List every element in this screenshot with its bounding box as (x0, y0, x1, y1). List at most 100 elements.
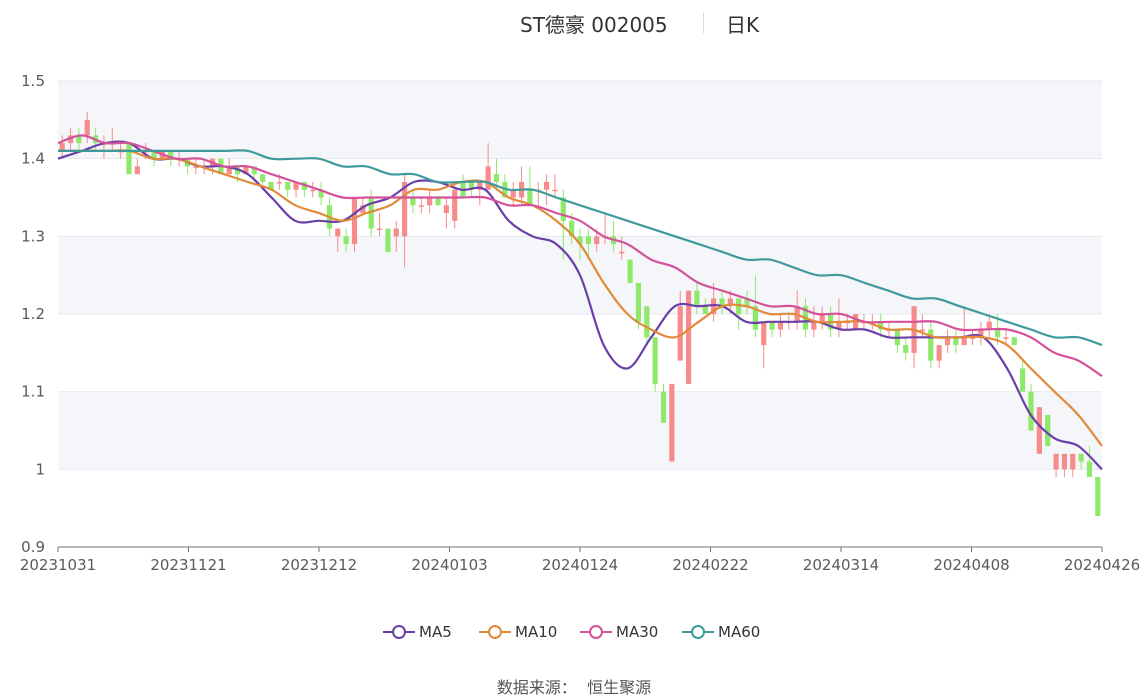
candle-body (318, 189, 324, 198)
legend: MA5 MA10 MA30 MA60 (0, 620, 1148, 644)
candle-body (961, 337, 967, 346)
candle-body (1011, 337, 1017, 346)
candle-body (744, 298, 750, 307)
x-tick-label: 20240103 (411, 556, 487, 574)
x-tick-label: 20231121 (150, 556, 226, 574)
candle-body (644, 306, 650, 338)
candle-body (1036, 407, 1042, 454)
title-divider (703, 13, 704, 33)
candle-body (385, 228, 391, 252)
stock-name: ST德豪 002005 (520, 13, 668, 37)
x-tick-label: 20240314 (803, 556, 879, 574)
y-tick-label: 1.1 (21, 383, 45, 401)
candle-body (293, 181, 299, 190)
legend-marker-icon (580, 625, 612, 639)
candle-body (1045, 414, 1051, 447)
candle-body (919, 329, 926, 332)
candle-body (978, 329, 984, 338)
candle-body (1070, 453, 1076, 470)
candle-body (569, 220, 575, 237)
candle-body (1028, 391, 1034, 431)
y-tick-label: 1 (35, 460, 45, 478)
y-tick-label: 1.2 (21, 305, 45, 323)
candle-body (677, 306, 683, 361)
candle-body (402, 181, 408, 237)
candle-body (134, 166, 140, 175)
candle-body (761, 321, 767, 346)
x-tick-label: 20231212 (281, 556, 357, 574)
candle-body (1053, 453, 1059, 470)
candle-body (285, 181, 291, 190)
source-value: 恒生聚源 (587, 678, 652, 697)
candle-body (619, 251, 625, 254)
candle-body (368, 197, 374, 229)
candle-body (811, 321, 817, 330)
legend-item-ma60[interactable]: MA60 (682, 620, 760, 644)
chart-title: ST德豪 002005 日K (0, 9, 1148, 39)
period-label[interactable]: 日K (726, 13, 760, 37)
candle-body (669, 383, 675, 462)
candle-body (76, 135, 82, 144)
candle-body (552, 189, 558, 192)
legend-marker-icon (682, 625, 714, 639)
candle-body (769, 321, 775, 330)
candle-body (560, 197, 566, 221)
candle-body (685, 290, 692, 384)
ma-line-ma10 (58, 149, 1103, 447)
x-tick-label: 20231031 (20, 556, 96, 574)
candle-body (67, 135, 74, 144)
legend-marker-icon (383, 625, 415, 639)
candle-body (544, 181, 550, 190)
legend-label: MA10 (515, 623, 558, 641)
candle-body (752, 306, 758, 330)
candle-body (727, 298, 733, 307)
ma-line-ma60 (58, 149, 1103, 347)
candle-body (251, 166, 257, 175)
candle-body (410, 197, 416, 206)
candle-body (660, 391, 667, 423)
candle-body (351, 197, 358, 245)
y-tick-label: 1.4 (21, 150, 45, 168)
candle-body (443, 205, 449, 214)
legend-label: MA60 (718, 623, 761, 641)
legend-label: MA30 (616, 623, 659, 641)
candle-body (335, 228, 341, 237)
candle-body (493, 174, 500, 182)
legend-item-ma30[interactable]: MA30 (580, 620, 658, 644)
plot-band (58, 391, 1102, 470)
plot-band (58, 81, 1102, 159)
candle-body (485, 166, 491, 190)
candle-body (878, 321, 884, 330)
candle-body (151, 150, 157, 159)
candle-body (953, 337, 959, 346)
candle-body (1095, 477, 1101, 516)
candle-body (986, 321, 992, 330)
candle-body (310, 189, 316, 192)
candle-body (903, 345, 909, 353)
candle-body (1061, 453, 1068, 470)
y-tick-label: 1.3 (21, 227, 45, 245)
candle-body (343, 236, 349, 245)
plot-band (58, 158, 1102, 237)
candle-body (1003, 337, 1009, 339)
data-source: 数据来源： 恒生聚源 (0, 674, 1148, 698)
candle-body (418, 205, 424, 207)
candle-body (928, 329, 934, 361)
candle-body (969, 337, 976, 339)
legend-item-ma10[interactable]: MA10 (479, 620, 557, 644)
candle-body (452, 189, 458, 221)
legend-item-ma5[interactable]: MA5 (383, 620, 452, 644)
source-label: 数据来源： (496, 678, 577, 697)
candle-body (836, 321, 842, 330)
candle-body (477, 181, 483, 190)
candle-body (1020, 368, 1026, 392)
candle-body (1086, 461, 1093, 478)
y-tick-label: 1.5 (21, 72, 45, 90)
candle-body (627, 259, 633, 283)
candle-body (84, 119, 90, 136)
candle-body (635, 282, 642, 322)
candle-body (360, 205, 366, 214)
candle-body (126, 143, 132, 175)
candle-body (193, 166, 199, 168)
candle-body (468, 181, 475, 190)
